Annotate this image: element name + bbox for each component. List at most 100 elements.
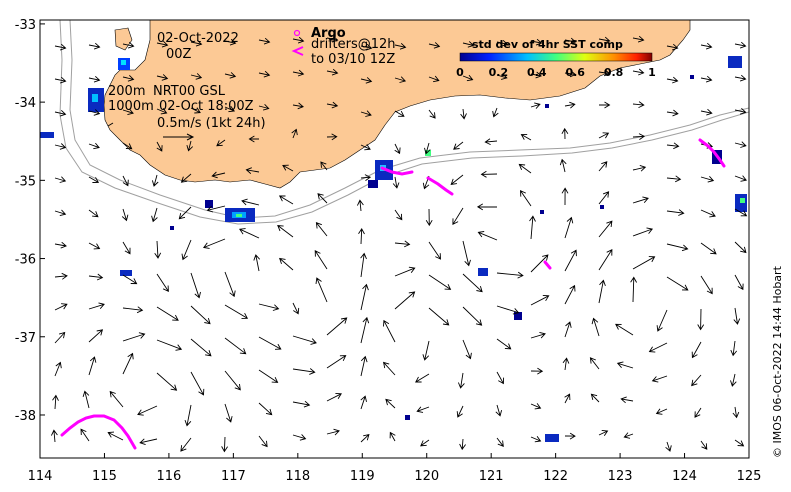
current-vector [320, 161, 328, 171]
current-vector [122, 142, 133, 150]
current-vector [392, 176, 400, 189]
scale-label: 0.5m/s (1kt 24h) [157, 116, 266, 131]
current-vector [186, 140, 194, 152]
current-vector [394, 143, 401, 155]
current-vector [462, 306, 483, 326]
current-vector [54, 76, 67, 84]
x-tick-label: 120 [414, 469, 439, 484]
current-vector [253, 254, 261, 272]
current-vector [734, 241, 747, 254]
current-vector [50, 429, 58, 443]
current-vector [292, 335, 317, 345]
current-vector [623, 432, 634, 439]
current-vector [457, 372, 465, 389]
current-vector [258, 70, 271, 78]
current-vector [88, 75, 101, 83]
current-vector [122, 74, 135, 82]
current-vector [54, 303, 68, 311]
current-vector [190, 371, 205, 396]
current-vector [358, 228, 365, 245]
drifter-marker [291, 46, 304, 56]
current-vector [598, 248, 613, 271]
current-vector [732, 406, 740, 419]
current-vector [462, 240, 471, 267]
current-vector [151, 207, 158, 223]
current-vector [425, 208, 433, 227]
colorbar-tick-label: 0.6 [565, 66, 585, 79]
x-tick-label: 121 [479, 469, 504, 484]
current-vector [394, 110, 405, 117]
depth-200-label: 200m [108, 84, 145, 99]
current-vector [477, 231, 498, 241]
current-vector [88, 209, 99, 218]
colorbar [459, 52, 653, 62]
current-vector [564, 70, 577, 78]
current-vector [389, 431, 396, 442]
current-vector [564, 393, 571, 404]
current-vector [424, 142, 431, 155]
current-vector [121, 208, 129, 222]
x-tick-label: 114 [28, 469, 53, 484]
current-vector [178, 206, 192, 220]
argo-label: Argo [311, 26, 346, 41]
current-vector [54, 361, 62, 377]
current-vector [420, 439, 430, 447]
current-vector [245, 167, 260, 174]
current-vector [620, 396, 634, 404]
current-vector [666, 276, 689, 291]
current-vector [598, 161, 608, 172]
land-mass [103, 20, 691, 189]
current-vector [665, 441, 672, 452]
current-vector [632, 68, 645, 76]
current-vector [216, 139, 226, 147]
depth-1000-label: 1000m [108, 99, 154, 114]
current-vector [591, 317, 600, 337]
current-vector [315, 277, 328, 303]
current-vector [122, 241, 131, 255]
colorbar-title: std dev of 4hr SST comp [472, 38, 623, 51]
current-vector [632, 35, 645, 43]
credit-label: © IMOS 06-Oct-2022 14:44 Hobart [771, 265, 784, 458]
current-vector [278, 195, 294, 205]
isobath-1000m [59, 20, 749, 225]
x-axis: 114 115 116 117 118 119 120 121 122 123 124 125 [28, 453, 761, 484]
current-vector [88, 142, 100, 150]
current-vector [122, 108, 134, 116]
current-vector [656, 309, 668, 332]
product-time-label: 02-Oct 18:00Z [159, 99, 254, 114]
isobath-200m [69, 20, 749, 219]
current-vector [122, 175, 129, 187]
current-vector [80, 428, 90, 442]
current-vector [88, 329, 104, 343]
current-vector [190, 338, 212, 357]
current-vector [394, 209, 403, 221]
current-vector [184, 404, 192, 427]
current-vectors [50, 35, 748, 453]
x-tick-label: 118 [285, 469, 310, 484]
current-vector [241, 198, 260, 206]
current-vector [181, 239, 192, 261]
colorbar-tick-label: 1 [648, 66, 656, 79]
current-vector [156, 108, 168, 115]
current-vector [88, 273, 104, 281]
current-vector [590, 393, 600, 403]
colorbar-ticks: 0 0.2 0.4 0.6 0.8 1 [456, 66, 656, 79]
current-vector [292, 69, 305, 77]
current-vector [632, 256, 656, 270]
current-vector [734, 41, 747, 49]
current-vector [326, 35, 339, 43]
current-vector [326, 392, 342, 402]
current-vector [360, 174, 372, 181]
current-vector [394, 266, 416, 277]
current-vector [697, 308, 705, 331]
current-vector [476, 203, 498, 211]
current-vector [598, 279, 606, 304]
current-vector [394, 42, 407, 50]
current-vector [564, 321, 572, 338]
current-vector [190, 305, 211, 325]
drifters-label: drifters@12h [311, 37, 396, 52]
current-vector [360, 355, 368, 377]
current-vector [530, 71, 542, 79]
current-vector [190, 39, 203, 47]
x-tick-label: 116 [156, 469, 181, 484]
